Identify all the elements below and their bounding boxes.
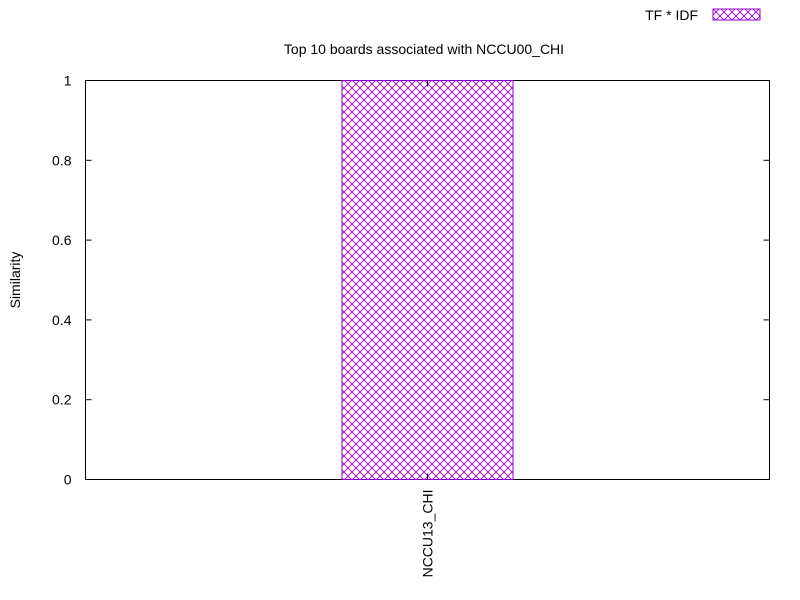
y-tick-label: 1 — [64, 73, 72, 89]
y-tick-label: 0.8 — [52, 152, 72, 168]
x-axis: NCCU13_CHI — [420, 80, 436, 578]
chart-title: Top 10 boards associated with NCCU00_CHI — [284, 41, 564, 57]
x-tick-label: NCCU13_CHI — [420, 490, 436, 578]
y-tick-label: 0.6 — [52, 232, 72, 248]
legend-label: TF * IDF — [645, 7, 698, 23]
legend: TF * IDF — [645, 7, 761, 23]
y-tick-label: 0.2 — [52, 392, 72, 408]
bar — [341, 80, 514, 480]
y-axis: 0 0.2 0.4 0.6 0.8 1 — [52, 73, 770, 488]
bars — [341, 80, 514, 480]
legend-swatch — [712, 8, 761, 21]
y-axis-label: Similarity — [7, 252, 23, 309]
y-tick-label: 0.4 — [52, 312, 72, 328]
y-tick-label: 0 — [64, 472, 72, 488]
